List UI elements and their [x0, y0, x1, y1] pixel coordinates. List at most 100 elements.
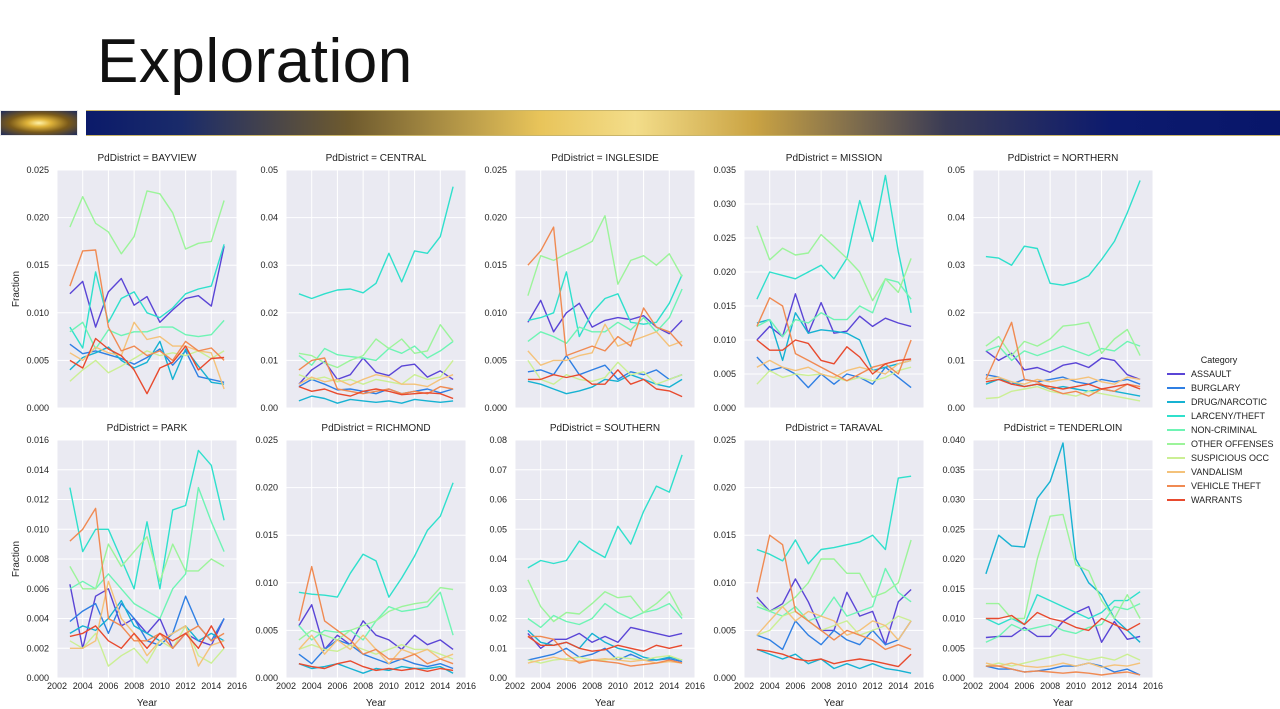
panel-background-mission — [744, 170, 924, 408]
series-line-vandalism — [985, 376, 1141, 385]
x-tick-label: 2008 — [811, 681, 831, 691]
y-tick-label: 0.06 — [489, 495, 507, 505]
series-line-larceny-theft — [756, 174, 912, 313]
series-line-non-criminal — [985, 340, 1141, 362]
series-line-non-criminal — [69, 319, 225, 350]
y-tick-label: 0.035 — [942, 465, 965, 475]
series-line-drug-narcotic — [756, 312, 912, 372]
y-tick-label: 0.020 — [713, 483, 736, 493]
series-line-vandalism — [756, 359, 912, 379]
x-tick-label: 2012 — [634, 681, 654, 691]
title-decoration-band — [0, 110, 1280, 136]
y-tick-label: 0.030 — [942, 495, 965, 505]
y-tick-label: 0.005 — [942, 643, 965, 653]
series-line-burglary — [69, 343, 225, 383]
title-band-left-swatch — [0, 110, 78, 136]
y-tick-label: 0.03 — [489, 584, 507, 594]
legend-entry-label: DRUG/NARCOTIC — [1191, 397, 1267, 407]
x-tick-label: 2016 — [685, 681, 705, 691]
y-tick-label: 0.000 — [713, 403, 736, 413]
x-tick-label: 2012 — [863, 681, 883, 691]
series-line-vehicle-theft — [985, 665, 1141, 676]
y-tick-label: 0.010 — [942, 614, 965, 624]
panel-background-central — [286, 170, 466, 408]
series-line-warrants — [756, 339, 912, 375]
y-tick-label: 0.035 — [713, 165, 736, 175]
y-tick-label: 0.016 — [26, 435, 49, 445]
y-tick-label: 0.030 — [713, 199, 736, 209]
y-tick-label: 0.005 — [484, 355, 507, 365]
y-tick-label: 0.000 — [26, 403, 49, 413]
y-tick-label: 0.010 — [26, 524, 49, 534]
x-tick-label: 2004 — [989, 681, 1009, 691]
x-axis-label: Year — [137, 698, 158, 709]
x-tick-label: 2006 — [1014, 681, 1034, 691]
y-tick-label: 0.04 — [947, 213, 965, 223]
panel-title: PdDistrict = SOUTHERN — [550, 423, 660, 434]
series-line-suspicious-occ — [527, 360, 683, 385]
legend-entry-label: ASSAULT — [1191, 369, 1232, 379]
x-tick-label: 2008 — [353, 681, 373, 691]
series-line-vandalism — [756, 605, 912, 641]
series-line-warrants — [985, 378, 1141, 390]
series-line-other-offenses — [985, 513, 1141, 620]
y-axis-label: Fraction — [11, 541, 22, 577]
y-tick-label: 0.014 — [26, 465, 49, 475]
series-line-warrants — [298, 385, 454, 400]
x-tick-label: 2006 — [98, 681, 118, 691]
y-tick-label: 0.00 — [947, 403, 965, 413]
series-line-warrants — [985, 611, 1141, 632]
x-tick-label: 2008 — [582, 681, 602, 691]
x-tick-label: 2012 — [405, 681, 425, 691]
series-line-vandalism — [298, 374, 454, 388]
x-tick-label: 2004 — [760, 681, 780, 691]
series-line-vandalism — [527, 323, 683, 366]
x-tick-label: 2014 — [1117, 681, 1137, 691]
series-line-larceny-theft — [756, 475, 912, 565]
y-tick-label: 0.000 — [484, 403, 507, 413]
y-tick-label: 0.010 — [26, 308, 49, 318]
y-tick-label: 0.005 — [255, 625, 278, 635]
y-tick-label: 0.000 — [255, 673, 278, 683]
legend-entry-label: SUSPICIOUS OCC — [1191, 453, 1270, 463]
x-tick-label: 2016 — [914, 681, 934, 691]
series-line-other-offenses — [527, 214, 683, 296]
y-tick-label: 0.015 — [255, 530, 278, 540]
x-axis-label: Year — [595, 698, 616, 709]
series-line-larceny-theft — [985, 180, 1141, 286]
y-tick-label: 0.05 — [947, 165, 965, 175]
x-axis-label: Year — [366, 698, 387, 709]
series-line-non-criminal — [527, 602, 683, 629]
series-line-other-offenses — [985, 321, 1141, 357]
y-axis-label: Fraction — [11, 271, 22, 307]
x-tick-label: 2014 — [659, 681, 679, 691]
series-line-vehicle-theft — [527, 226, 683, 357]
series-line-suspicious-occ — [527, 655, 683, 664]
y-tick-label: 0.005 — [713, 369, 736, 379]
series-line-drug-narcotic — [756, 648, 912, 674]
y-tick-label: 0.012 — [26, 495, 49, 505]
y-tick-label: 0.00 — [489, 673, 507, 683]
x-tick-label: 2016 — [227, 681, 247, 691]
series-line-suspicious-occ — [985, 653, 1141, 667]
x-tick-label: 2006 — [327, 681, 347, 691]
series-line-other-offenses — [298, 324, 454, 369]
series-line-warrants — [298, 660, 454, 672]
x-tick-label: 2016 — [456, 681, 476, 691]
panel-title: PdDistrict = RICHMOND — [321, 423, 430, 434]
series-line-burglary — [298, 378, 454, 395]
x-tick-label: 2002 — [963, 681, 983, 691]
x-tick-label: 2010 — [379, 681, 399, 691]
y-tick-label: 0.025 — [713, 435, 736, 445]
x-tick-label: 2010 — [1066, 681, 1086, 691]
series-line-assault — [69, 246, 225, 328]
series-line-vehicle-theft — [756, 534, 912, 651]
y-tick-label: 0.015 — [942, 584, 965, 594]
series-line-warrants — [69, 337, 225, 395]
series-line-vehicle-theft — [69, 249, 225, 362]
series-line-warrants — [756, 648, 912, 668]
panel-title: PdDistrict = TARAVAL — [785, 423, 883, 434]
y-tick-label: 0.010 — [255, 578, 278, 588]
series-line-vandalism — [985, 662, 1141, 668]
